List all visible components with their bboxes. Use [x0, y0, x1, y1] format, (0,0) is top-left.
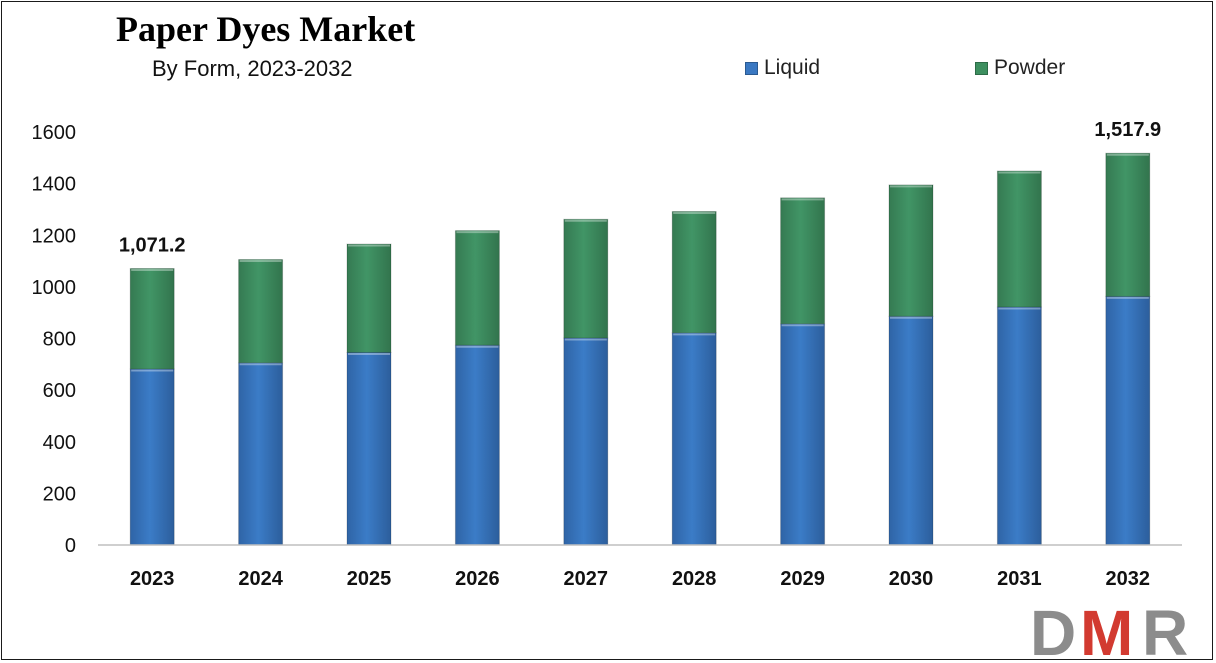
bar-liquid-2023: [129, 368, 175, 546]
data-label-total-2032: 1,517.9: [1094, 119, 1161, 141]
legend-item-powder: Powder: [975, 56, 1065, 80]
x-category-label: 2026: [455, 568, 500, 590]
chart-subtitle: By Form, 2023-2032: [152, 56, 353, 81]
legend-label-liquid: Liquid: [764, 56, 821, 79]
y-tick-label: 800: [43, 329, 76, 351]
bar-liquid-2024: [238, 362, 284, 546]
bar-liquid-2025: [346, 351, 392, 546]
x-category-label: 2024: [238, 568, 283, 590]
y-tick-label: 600: [43, 380, 76, 402]
bar-powder-2032: [1105, 152, 1151, 297]
y-tick-label: 0: [65, 535, 76, 557]
bar-powder-2027: [563, 218, 609, 339]
bar-powder-2026: [454, 230, 500, 346]
x-category-label: 2030: [889, 568, 934, 590]
y-tick-label: 1200: [32, 225, 77, 247]
bar-liquid-2030: [888, 315, 934, 546]
bar-powder-2030: [888, 184, 934, 317]
x-category-label: 2028: [672, 568, 717, 590]
svg-text:R: R: [1142, 597, 1188, 659]
bar-powder-2025: [346, 243, 392, 353]
y-tick-label: 200: [43, 483, 76, 505]
x-category-label: 2029: [780, 568, 825, 590]
x-category-label: 2025: [347, 568, 392, 590]
bar-powder-2023: [129, 267, 175, 370]
legend-swatch-powder: [975, 61, 988, 75]
y-tick-label: 1600: [32, 122, 77, 144]
bar-liquid-2029: [780, 323, 826, 546]
legend-label-powder: Powder: [994, 56, 1066, 79]
legend-item-liquid: Liquid: [745, 56, 820, 80]
bar-liquid-2031: [996, 306, 1042, 546]
x-category-label: 2031: [997, 568, 1042, 590]
bar-powder-2024: [238, 259, 284, 364]
bar-liquid-2026: [454, 344, 500, 546]
bar-powder-2031: [996, 170, 1042, 308]
dmr-logo: D M R: [1030, 597, 1188, 659]
svg-text:D: D: [1030, 597, 1076, 659]
x-category-label: 2027: [564, 568, 609, 590]
x-category-label: 2023: [130, 568, 175, 590]
y-tick-label: 1400: [32, 174, 77, 196]
bar-powder-2029: [780, 197, 826, 325]
data-label-total-2023: 1,071.2: [119, 234, 186, 256]
legend-swatch-liquid: [745, 61, 758, 75]
y-tick-label: 400: [43, 432, 76, 454]
svg-text:M: M: [1080, 597, 1133, 659]
bar-liquid-2028: [671, 332, 717, 546]
bar-liquid-2027: [563, 337, 609, 546]
bar-liquid-2032: [1105, 295, 1151, 546]
chart-title: Paper Dyes Market: [116, 9, 416, 49]
y-tick-label: 1000: [32, 277, 77, 299]
bar-powder-2028: [671, 211, 717, 334]
x-category-label: 2032: [1106, 568, 1151, 590]
